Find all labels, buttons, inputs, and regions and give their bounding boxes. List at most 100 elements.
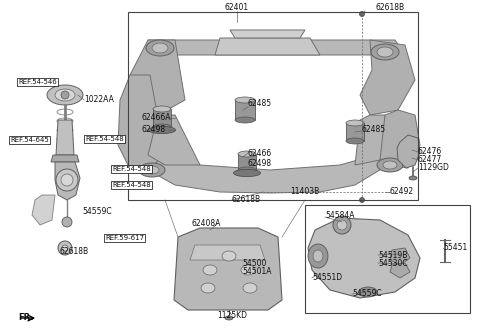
- Circle shape: [58, 241, 72, 255]
- Text: 11403B: 11403B: [290, 188, 319, 196]
- Text: 1022AA: 1022AA: [84, 95, 114, 105]
- Ellipse shape: [243, 283, 257, 293]
- Circle shape: [360, 197, 364, 202]
- Ellipse shape: [233, 169, 261, 176]
- Text: 62492: 62492: [390, 188, 414, 196]
- Circle shape: [62, 217, 72, 227]
- Polygon shape: [153, 109, 171, 127]
- Polygon shape: [55, 162, 80, 200]
- Ellipse shape: [222, 251, 236, 261]
- Ellipse shape: [409, 176, 417, 180]
- Ellipse shape: [148, 126, 176, 133]
- Ellipse shape: [377, 158, 403, 172]
- Text: 62485: 62485: [248, 99, 272, 109]
- Polygon shape: [148, 40, 405, 55]
- Text: 54519B: 54519B: [378, 251, 408, 259]
- Bar: [128, 12, 418, 200]
- Polygon shape: [56, 120, 74, 155]
- Ellipse shape: [308, 244, 328, 268]
- Text: REF.59-617: REF.59-617: [105, 235, 144, 241]
- Text: 62401: 62401: [225, 4, 249, 12]
- Ellipse shape: [371, 44, 399, 60]
- Text: 54559C: 54559C: [82, 208, 112, 216]
- Ellipse shape: [225, 316, 233, 320]
- Text: 62466: 62466: [248, 149, 272, 157]
- Text: 62485: 62485: [362, 126, 386, 134]
- Polygon shape: [375, 110, 420, 168]
- Ellipse shape: [61, 174, 73, 186]
- Text: REF.54-546: REF.54-546: [18, 79, 57, 85]
- Text: 55451: 55451: [443, 243, 467, 253]
- Polygon shape: [148, 115, 200, 165]
- Ellipse shape: [146, 40, 174, 56]
- Circle shape: [61, 91, 69, 99]
- Text: 62618B: 62618B: [232, 195, 261, 204]
- Polygon shape: [32, 195, 55, 225]
- Text: 62408A: 62408A: [192, 218, 221, 228]
- Polygon shape: [308, 218, 420, 298]
- Polygon shape: [355, 115, 385, 165]
- Ellipse shape: [145, 166, 159, 174]
- Polygon shape: [230, 30, 305, 38]
- Polygon shape: [390, 248, 410, 265]
- Polygon shape: [360, 40, 415, 115]
- Text: 54501A: 54501A: [242, 268, 272, 277]
- Text: 54500: 54500: [242, 259, 266, 269]
- Text: 54551D: 54551D: [312, 274, 342, 282]
- Text: 62477: 62477: [418, 155, 442, 165]
- Ellipse shape: [241, 265, 255, 275]
- Text: FR.: FR.: [18, 314, 34, 322]
- Polygon shape: [174, 228, 282, 310]
- Text: 62618B: 62618B: [375, 4, 404, 12]
- Text: REF.54-645: REF.54-645: [10, 137, 49, 143]
- Polygon shape: [397, 135, 420, 168]
- Ellipse shape: [47, 85, 83, 105]
- Polygon shape: [148, 155, 388, 193]
- Polygon shape: [190, 245, 265, 260]
- Text: 62498: 62498: [248, 158, 272, 168]
- Ellipse shape: [55, 89, 75, 101]
- Bar: [305, 205, 470, 313]
- Ellipse shape: [235, 97, 255, 103]
- Ellipse shape: [56, 169, 78, 191]
- Polygon shape: [235, 100, 255, 120]
- Text: 62476: 62476: [418, 148, 442, 156]
- Circle shape: [333, 216, 351, 234]
- Text: REF.54-548: REF.54-548: [112, 166, 151, 172]
- Ellipse shape: [238, 167, 256, 173]
- Ellipse shape: [313, 250, 323, 262]
- Text: REF.54-548: REF.54-548: [112, 182, 151, 188]
- Text: 1125KD: 1125KD: [217, 312, 247, 320]
- Polygon shape: [215, 38, 320, 55]
- Ellipse shape: [152, 43, 168, 53]
- Polygon shape: [51, 155, 79, 162]
- Circle shape: [62, 245, 68, 251]
- Circle shape: [360, 11, 364, 16]
- Ellipse shape: [139, 163, 165, 177]
- Ellipse shape: [238, 151, 256, 157]
- Text: 62618B: 62618B: [60, 248, 89, 256]
- Ellipse shape: [346, 120, 364, 126]
- Ellipse shape: [377, 47, 393, 57]
- Ellipse shape: [201, 283, 215, 293]
- Text: 62466A: 62466A: [142, 113, 171, 122]
- Polygon shape: [238, 154, 256, 170]
- Text: 62498: 62498: [142, 126, 166, 134]
- Ellipse shape: [153, 106, 171, 112]
- Polygon shape: [130, 40, 185, 115]
- Polygon shape: [118, 75, 165, 170]
- Ellipse shape: [359, 287, 377, 297]
- Text: 54584A: 54584A: [325, 211, 355, 219]
- Ellipse shape: [203, 265, 217, 275]
- Text: REF.54-548: REF.54-548: [85, 136, 124, 142]
- Ellipse shape: [153, 124, 171, 130]
- Circle shape: [337, 220, 347, 230]
- Polygon shape: [346, 123, 364, 141]
- Text: 54559C: 54559C: [352, 290, 382, 298]
- Text: 1129GD: 1129GD: [418, 163, 449, 173]
- Polygon shape: [390, 263, 410, 278]
- Ellipse shape: [383, 161, 397, 169]
- Ellipse shape: [235, 117, 255, 123]
- Text: 54530C: 54530C: [378, 258, 408, 268]
- Ellipse shape: [346, 138, 364, 144]
